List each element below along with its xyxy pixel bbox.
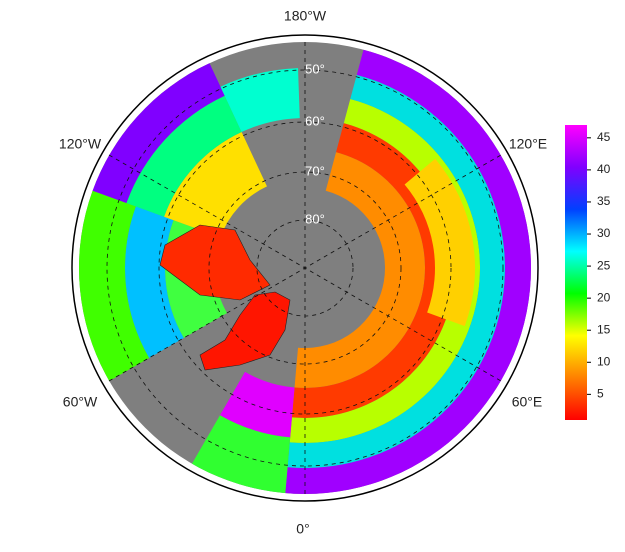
arctic-archipelago: [159, 224, 271, 301]
colorbar-tick-label: 5: [597, 387, 604, 401]
land-patch: [79, 189, 150, 383]
land-patch: [164, 132, 267, 238]
greenland: [199, 291, 291, 371]
lon-label: 180°W: [284, 8, 327, 24]
colorbar-tick-label: 40: [597, 162, 611, 176]
land-patch: [126, 95, 242, 217]
lon-label: 0°: [296, 521, 309, 537]
land-patch: [88, 59, 225, 204]
lon-label: 120°E: [509, 136, 547, 152]
lon-label: 60°E: [512, 394, 543, 410]
lon-label: 120°W: [59, 136, 102, 152]
colorbar-ticks: 5 10 15 20 25 30 35 40 45: [587, 130, 611, 401]
colorbar: [565, 125, 587, 420]
lat-label: 70°: [305, 163, 325, 178]
colorbar-tick-label: 10: [597, 354, 611, 368]
colorbar-tick-label: 20: [597, 290, 611, 304]
graticule: [106, 42, 504, 494]
land-patch: [294, 152, 426, 388]
lon-label: 60°W: [63, 394, 98, 410]
land-patch: [124, 206, 184, 358]
colorbar-tick-label: 35: [597, 194, 611, 208]
land-patch: [220, 371, 295, 438]
colorbar-tick-label: 30: [597, 226, 611, 240]
colorbar-tick-label: 15: [597, 322, 611, 336]
colorbar-tick-label: 45: [597, 130, 611, 144]
colorbar-tick-label: 25: [597, 258, 611, 272]
lat-label: 60°: [305, 113, 325, 128]
land-patch: [220, 68, 300, 133]
land-patch: [284, 45, 531, 494]
land-patch: [287, 74, 505, 469]
lat-label: 80°: [305, 211, 325, 226]
lat-label: 50°: [305, 61, 325, 76]
